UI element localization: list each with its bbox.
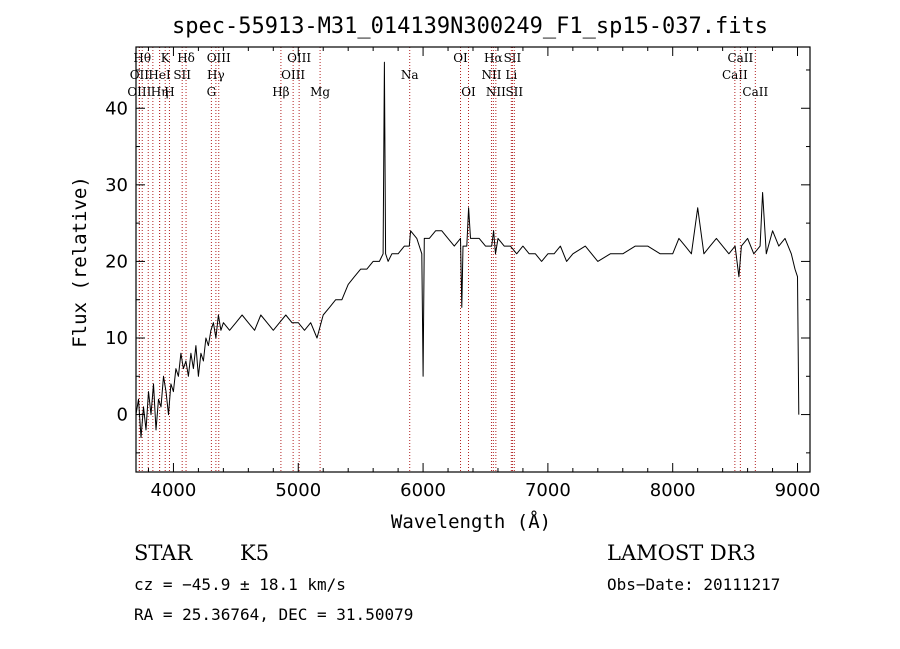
- coordinates: RA = 25.36764, DEC = 31.50079: [134, 605, 413, 624]
- marker-label: CaII: [727, 51, 753, 65]
- marker-label: Hθ: [133, 51, 151, 65]
- plot-frame: [135, 46, 811, 473]
- marker-label: Hα: [484, 51, 503, 65]
- y-tick-label: 30: [105, 175, 128, 196]
- observation-date: Obs−Date: 20111217: [607, 575, 780, 594]
- marker-label: OIII: [287, 51, 311, 65]
- marker-label: OI: [461, 85, 476, 99]
- marker-label: SII: [173, 68, 191, 82]
- marker-label: NII: [486, 85, 506, 99]
- x-tick-label: 8000: [650, 480, 696, 501]
- marker-label: OIII: [127, 85, 151, 99]
- spectrum-series: [135, 61, 800, 438]
- marker-label: CaII: [742, 85, 768, 99]
- x-tick-label: 7000: [525, 480, 571, 501]
- marker-label: CaII: [722, 68, 748, 82]
- marker-label: OI: [453, 51, 468, 65]
- marker-label: Hβ: [272, 85, 289, 99]
- marker-label: K: [161, 51, 171, 65]
- line-markers: HθOIIOIIIHeIHηKHSIIHδGHγOIIIHβOIIIOIIIMg…: [127, 47, 768, 472]
- object-subclass: K5: [240, 541, 269, 565]
- x-tick-label: 5000: [275, 480, 321, 501]
- object-class: STAR: [134, 541, 193, 565]
- redshift-velocity: cz = −45.9 ± 18.1 km/s: [134, 575, 346, 594]
- y-tick-label: 40: [105, 98, 128, 119]
- y-axis-label: Flux (relative): [69, 176, 91, 348]
- x-axis-label: Wavelength (Å): [391, 510, 551, 533]
- chart-title: spec-55913-M31_014139N300249_F1_sp15-037…: [172, 14, 768, 39]
- marker-label: Mg: [310, 85, 330, 99]
- plot-axes: [135, 46, 811, 473]
- axis-ticks: 4000 5000 6000 7000 8000 9000 0 10 20 30 40: [105, 47, 820, 501]
- x-tick-label: 4000: [151, 480, 197, 501]
- marker-label: OIII: [207, 51, 231, 65]
- marker-label: OIII: [281, 68, 305, 82]
- marker-label: SII: [505, 85, 523, 99]
- y-tick-label: 0: [117, 405, 128, 426]
- marker-label: Hη: [151, 85, 169, 99]
- marker-label: Li: [505, 68, 517, 82]
- survey-name: LAMOST DR3: [607, 541, 756, 565]
- marker-label: NII: [481, 68, 501, 82]
- marker-label: Na: [401, 68, 419, 82]
- spectrum-line: [135, 61, 800, 438]
- marker-label: G: [207, 85, 217, 99]
- x-tick-label: 9000: [775, 480, 821, 501]
- y-tick-label: 20: [105, 251, 128, 272]
- marker-label: SII: [504, 51, 522, 65]
- marker-label: Hγ: [207, 68, 225, 82]
- marker-label: Hδ: [177, 51, 195, 65]
- x-tick-label: 6000: [400, 480, 446, 501]
- marker-label: H: [164, 85, 174, 99]
- y-tick-label: 10: [105, 328, 128, 349]
